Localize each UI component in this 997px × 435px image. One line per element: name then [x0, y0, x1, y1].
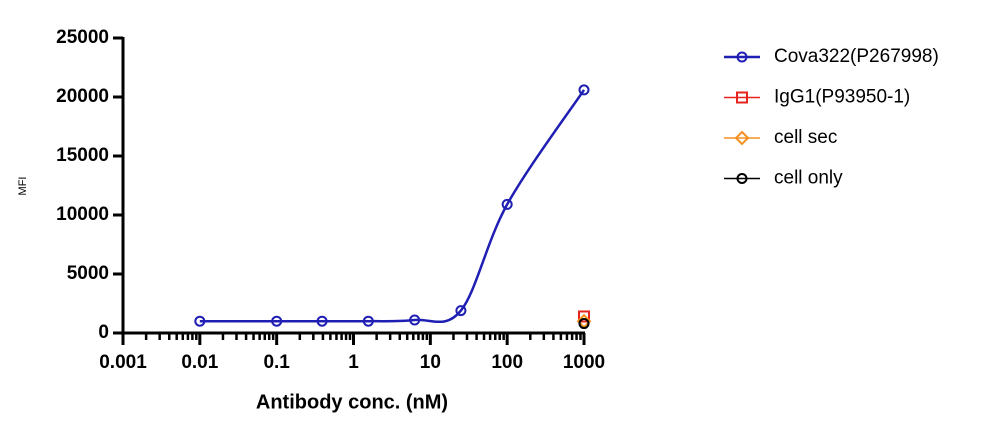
marker: [409, 314, 421, 326]
x-tick-label: 1: [348, 352, 359, 373]
legend-label: IgG1(P93950-1): [774, 87, 910, 108]
marker: [736, 91, 748, 104]
marker: [194, 315, 206, 327]
y-tick-label: 20000: [56, 86, 109, 107]
x-axis-label: Antibody conc. (nM): [256, 391, 448, 413]
y-tick-label: 25000: [56, 27, 109, 48]
marker: [455, 305, 467, 317]
y-axis-label: MFI: [17, 177, 29, 196]
marker: [501, 198, 513, 210]
marker: [316, 315, 328, 327]
y-tick-label: 5000: [67, 263, 109, 284]
marker: [734, 130, 750, 146]
legend-label: cell only: [774, 168, 843, 189]
legend-label: Cova322(P267998): [774, 46, 939, 67]
x-tick-label: 0.1: [263, 352, 290, 373]
marker: [736, 51, 748, 63]
marker: [578, 84, 590, 96]
marker: [271, 315, 283, 327]
legend-label: cell sec: [774, 127, 837, 148]
y-tick-label: 10000: [56, 204, 109, 225]
marker: [578, 310, 590, 323]
x-tick-label: 10: [420, 352, 441, 373]
y-tick-label: 0: [98, 322, 109, 343]
marker: [736, 173, 748, 184]
x-tick-label: 100: [491, 352, 523, 373]
x-tick-label: 1000: [563, 352, 605, 373]
marker: [578, 318, 590, 330]
x-tick-label: 0.01: [181, 352, 218, 373]
x-tick-label: 0.001: [99, 352, 147, 373]
series-line: [199, 89, 586, 324]
y-tick-label: 15000: [56, 145, 109, 166]
marker: [362, 315, 374, 327]
